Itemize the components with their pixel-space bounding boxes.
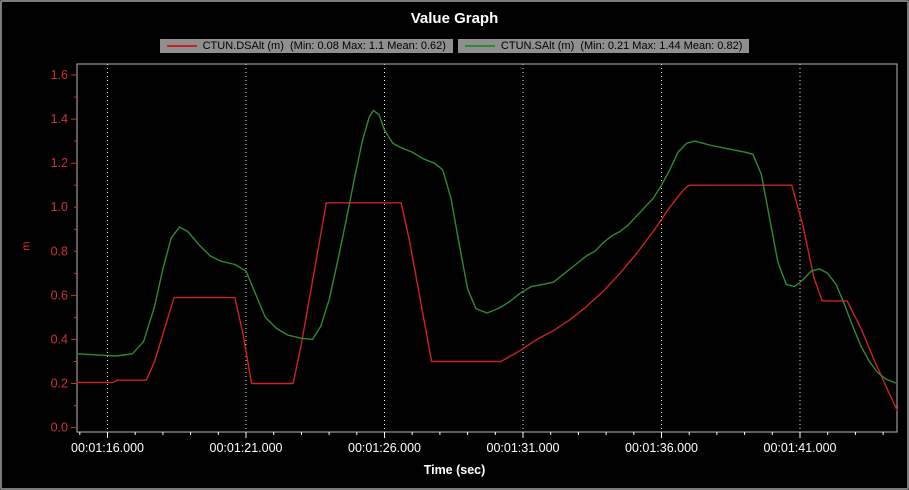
svg-text:1.2: 1.2	[51, 156, 68, 170]
svg-text:1.6: 1.6	[51, 68, 68, 82]
svg-text:00:01:31.000: 00:01:31.000	[487, 441, 560, 455]
x-axis-title: Time (sec)	[423, 463, 486, 477]
legend-line-green-icon	[464, 45, 495, 47]
svg-text:0.2: 0.2	[51, 377, 68, 391]
svg-text:0.0: 0.0	[51, 421, 68, 435]
svg-text:1.4: 1.4	[51, 112, 68, 126]
legend: CTUN.DSAlt (m) (Min: 0.08 Max: 1.1 Mean:…	[2, 38, 907, 54]
svg-text:0.6: 0.6	[51, 288, 68, 302]
legend-line-red-icon	[166, 45, 197, 47]
legend-item-salt: CTUN.SAlt (m) (Min: 0.21 Max: 1.44 Mean:…	[456, 38, 751, 54]
plot-area[interactable]: 0.0 0.2 0.4 0.6 0.8 1.0 1.2 1.4 1.6 00:01:16.000 0…	[2, 57, 909, 457]
y-axis-title: m	[20, 241, 33, 251]
svg-text:00:01:21.000: 00:01:21.000	[210, 441, 283, 455]
chart-title: Value Graph	[410, 10, 499, 27]
svg-text:00:01:26.000: 00:01:26.000	[348, 441, 421, 455]
svg-text:1.0: 1.0	[51, 200, 68, 214]
svg-text:0.8: 0.8	[51, 244, 68, 258]
plot-region: 0.0 0.2 0.4 0.6 0.8 1.0 1.2 1.4 1.6 00:01:16.000 0…	[2, 57, 909, 457]
legend-label-salt: CTUN.SAlt (m) (Min: 0.21 Max: 1.44 Mean:…	[500, 40, 743, 52]
svg-text:00:01:36.000: 00:01:36.000	[625, 441, 698, 455]
legend-item-dsalt: CTUN.DSAlt (m) (Min: 0.08 Max: 1.1 Mean:…	[158, 38, 454, 54]
svg-text:0.4: 0.4	[51, 332, 68, 346]
svg-text:00:01:16.000: 00:01:16.000	[71, 441, 144, 455]
svg-text:00:01:41.000: 00:01:41.000	[764, 441, 837, 455]
legend-label-dsalt: CTUN.DSAlt (m) (Min: 0.08 Max: 1.1 Mean:…	[202, 40, 446, 52]
